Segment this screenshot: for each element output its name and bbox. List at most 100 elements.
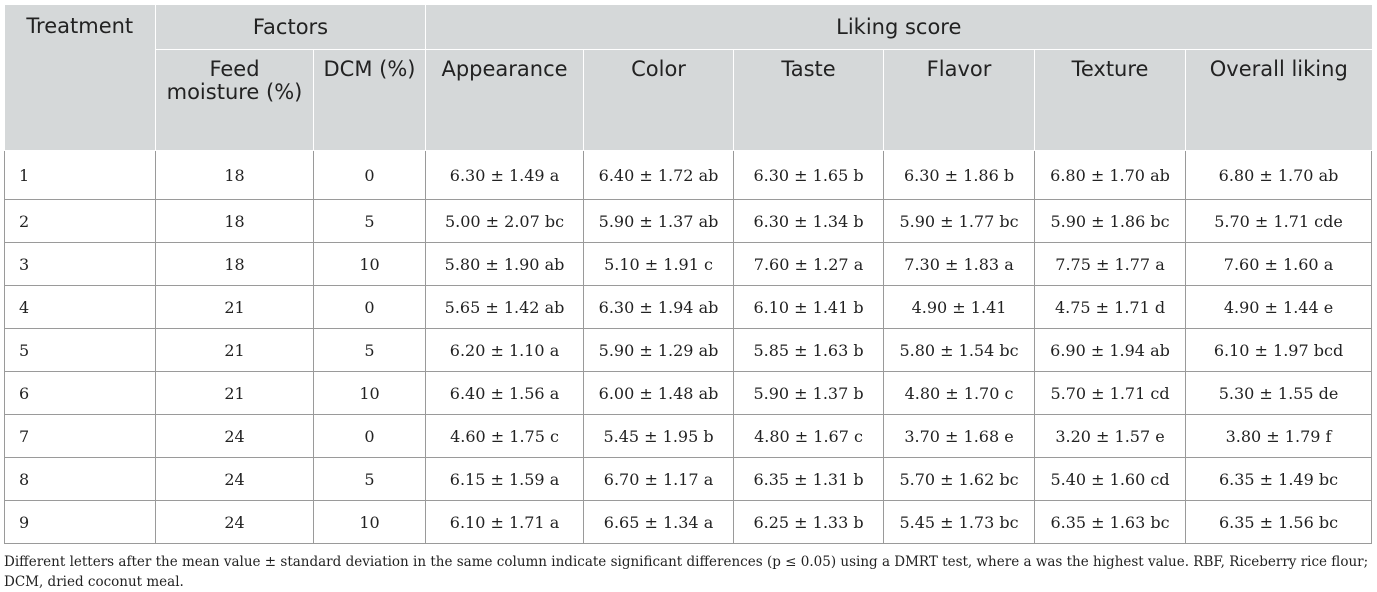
header-treatment: Treatment bbox=[4, 5, 156, 151]
cell-overall-liking: 6.35 ± 1.49 bc bbox=[1185, 457, 1373, 501]
cell-color: 6.00 ± 1.48 ab bbox=[583, 371, 735, 415]
cell-flavor: 5.45 ± 1.73 bc bbox=[883, 500, 1036, 544]
cell-taste: 7.60 ± 1.27 a bbox=[733, 242, 885, 286]
header-color: Color bbox=[583, 49, 735, 151]
cell-feed-moisture: 21 bbox=[155, 371, 314, 415]
cell-flavor: 6.30 ± 1.86 b bbox=[883, 150, 1036, 200]
header-row-1: Treatment Factors Liking score bbox=[4, 5, 1372, 151]
cell-dcm: 5 bbox=[313, 457, 427, 501]
cell-feed-moisture: 18 bbox=[155, 199, 314, 243]
table-body: 1 18 0 6.30 ± 1.49 a 6.40 ± 1.72 ab 6.30 ± 1.… bbox=[4, 150, 1373, 544]
cell-feed-moisture: 21 bbox=[155, 285, 314, 329]
table-row: 9 24 10 6.10 ± 1.71 a 6.65 ± 1.34 a 6.25 ± 1.… bbox=[4, 500, 1373, 544]
cell-treatment: 8 bbox=[4, 457, 156, 501]
cell-treatment: 2 bbox=[4, 199, 156, 243]
cell-texture: 6.90 ± 1.94 ab bbox=[1034, 328, 1187, 372]
cell-dcm: 0 bbox=[313, 285, 427, 329]
table-row: 8 24 5 6.15 ± 1.59 a 6.70 ± 1.17 a 6.35 ± 1.3… bbox=[4, 457, 1373, 501]
cell-color: 6.70 ± 1.17 a bbox=[583, 457, 735, 501]
table-row: 1 18 0 6.30 ± 1.49 a 6.40 ± 1.72 ab 6.30 ± 1.… bbox=[4, 150, 1373, 200]
cell-overall-liking: 5.70 ± 1.71 cde bbox=[1185, 199, 1373, 243]
cell-feed-moisture: 21 bbox=[155, 328, 314, 372]
cell-color: 6.65 ± 1.34 a bbox=[583, 500, 735, 544]
cell-texture: 7.75 ± 1.77 a bbox=[1034, 242, 1187, 286]
cell-appearance: 5.65 ± 1.42 ab bbox=[425, 285, 585, 329]
table-row: 5 21 5 6.20 ± 1.10 a 5.90 ± 1.29 ab 5.85 ± 1.… bbox=[4, 328, 1373, 372]
cell-overall-liking: 6.10 ± 1.97 bcd bbox=[1185, 328, 1373, 372]
cell-appearance: 6.10 ± 1.71 a bbox=[425, 500, 585, 544]
table-row: 4 21 0 5.65 ± 1.42 ab 6.30 ± 1.94 ab 6.10 ± 1… bbox=[4, 285, 1373, 329]
cell-dcm: 10 bbox=[313, 242, 427, 286]
cell-overall-liking: 6.80 ± 1.70 ab bbox=[1185, 150, 1373, 200]
cell-flavor: 4.90 ± 1.41 bbox=[883, 285, 1036, 329]
header-appearance: Appearance bbox=[425, 49, 585, 151]
cell-feed-moisture: 24 bbox=[155, 414, 314, 458]
header-overall-liking: Overall liking bbox=[1185, 49, 1372, 151]
table-row: 7 24 0 4.60 ± 1.75 c 5.45 ± 1.95 b 4.80 ± 1.6… bbox=[4, 414, 1373, 458]
cell-texture: 5.40 ± 1.60 cd bbox=[1034, 457, 1187, 501]
cell-treatment: 5 bbox=[4, 328, 156, 372]
header-row-2: Feed moisture (%) DCM (%) Appearance Col… bbox=[5, 49, 1372, 151]
cell-taste: 5.90 ± 1.37 b bbox=[733, 371, 885, 415]
cell-color: 6.40 ± 1.72 ab bbox=[583, 150, 735, 200]
header-liking-score: Liking score bbox=[425, 5, 1372, 50]
cell-appearance: 6.40 ± 1.56 a bbox=[425, 371, 585, 415]
cell-overall-liking: 3.80 ± 1.79 f bbox=[1185, 414, 1373, 458]
header-taste: Taste bbox=[733, 49, 885, 151]
cell-flavor: 5.70 ± 1.62 bc bbox=[883, 457, 1036, 501]
cell-color: 5.90 ± 1.37 ab bbox=[583, 199, 735, 243]
cell-dcm: 10 bbox=[313, 371, 427, 415]
cell-feed-moisture: 18 bbox=[155, 242, 314, 286]
cell-appearance: 5.80 ± 1.90 ab bbox=[425, 242, 585, 286]
liking-score-table: Treatment Factors Liking score Feed mois… bbox=[4, 5, 1373, 544]
cell-treatment: 7 bbox=[4, 414, 156, 458]
cell-taste: 6.30 ± 1.65 b bbox=[733, 150, 885, 200]
cell-treatment: 4 bbox=[4, 285, 156, 329]
cell-treatment: 1 bbox=[4, 150, 156, 200]
cell-overall-liking: 4.90 ± 1.44 e bbox=[1185, 285, 1373, 329]
cell-taste: 6.35 ± 1.31 b bbox=[733, 457, 885, 501]
cell-appearance: 5.00 ± 2.07 bc bbox=[425, 199, 585, 243]
cell-flavor: 4.80 ± 1.70 c bbox=[883, 371, 1036, 415]
cell-flavor: 7.30 ± 1.83 a bbox=[883, 242, 1036, 286]
cell-dcm: 5 bbox=[313, 328, 427, 372]
cell-flavor: 5.90 ± 1.77 bc bbox=[883, 199, 1036, 243]
cell-overall-liking: 5.30 ± 1.55 de bbox=[1185, 371, 1373, 415]
cell-color: 5.90 ± 1.29 ab bbox=[583, 328, 735, 372]
cell-flavor: 5.80 ± 1.54 bc bbox=[883, 328, 1036, 372]
table-row: 2 18 5 5.00 ± 2.07 bc 5.90 ± 1.37 ab 6.30 ± 1… bbox=[4, 199, 1373, 243]
cell-taste: 4.80 ± 1.67 c bbox=[733, 414, 885, 458]
table-row: 6 21 10 6.40 ± 1.56 a 6.00 ± 1.48 ab 5.90 ± 1… bbox=[4, 371, 1373, 415]
cell-taste: 6.10 ± 1.41 b bbox=[733, 285, 885, 329]
cell-dcm: 10 bbox=[313, 500, 427, 544]
table-footnote: Different letters after the mean value ±… bbox=[4, 554, 1369, 590]
cell-color: 6.30 ± 1.94 ab bbox=[583, 285, 735, 329]
cell-overall-liking: 7.60 ± 1.60 a bbox=[1185, 242, 1373, 286]
cell-appearance: 6.30 ± 1.49 a bbox=[425, 150, 585, 200]
cell-overall-liking: 6.35 ± 1.56 bc bbox=[1185, 500, 1373, 544]
header-flavor: Flavor bbox=[883, 49, 1036, 151]
cell-taste: 6.25 ± 1.33 b bbox=[733, 500, 885, 544]
cell-feed-moisture: 24 bbox=[155, 457, 314, 501]
cell-dcm: 5 bbox=[313, 199, 427, 243]
table-header: Treatment Factors Liking score Feed mois… bbox=[4, 5, 1372, 151]
header-factors: Factors bbox=[155, 5, 427, 50]
cell-texture: 6.80 ± 1.70 ab bbox=[1034, 150, 1187, 200]
cell-treatment: 9 bbox=[4, 500, 156, 544]
cell-texture: 6.35 ± 1.63 bc bbox=[1034, 500, 1187, 544]
cell-texture: 5.90 ± 1.86 bc bbox=[1034, 199, 1187, 243]
cell-dcm: 0 bbox=[313, 414, 427, 458]
cell-appearance: 6.20 ± 1.10 a bbox=[425, 328, 585, 372]
cell-feed-moisture: 18 bbox=[155, 150, 314, 200]
cell-taste: 6.30 ± 1.34 b bbox=[733, 199, 885, 243]
cell-appearance: 4.60 ± 1.75 c bbox=[425, 414, 585, 458]
header-texture: Texture bbox=[1034, 49, 1187, 151]
cell-color: 5.10 ± 1.91 c bbox=[583, 242, 735, 286]
cell-dcm: 0 bbox=[313, 150, 427, 200]
cell-feed-moisture: 24 bbox=[155, 500, 314, 544]
cell-taste: 5.85 ± 1.63 b bbox=[733, 328, 885, 372]
table-container: Treatment Factors Liking score Feed mois… bbox=[4, 5, 1373, 592]
cell-appearance: 6.15 ± 1.59 a bbox=[425, 457, 585, 501]
header-dcm: DCM (%) bbox=[313, 49, 427, 151]
table-row: 3 18 10 5.80 ± 1.90 ab 5.10 ± 1.91 c 7.60 ± 1… bbox=[4, 242, 1373, 286]
